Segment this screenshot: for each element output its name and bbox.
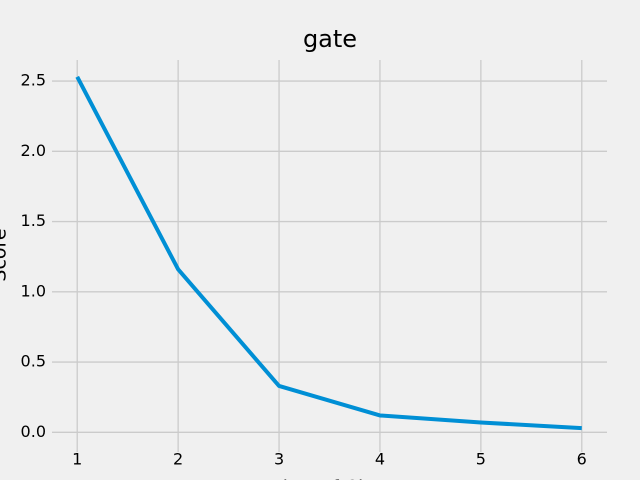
x-tick-label: 3 — [274, 450, 284, 469]
y-tick-label: 0.5 — [21, 352, 46, 371]
y-axis-label: Score — [0, 228, 11, 281]
y-tick-label: 2.0 — [21, 141, 46, 160]
x-axis-label: Number of Clusters — [238, 477, 422, 480]
chart-title: gate — [303, 25, 357, 53]
x-tick-label: 1 — [72, 450, 82, 469]
y-tick-label: 2.5 — [21, 71, 46, 90]
y-tick-label: 0.0 — [21, 422, 46, 441]
x-tick-label: 4 — [375, 450, 385, 469]
line — [75, 75, 582, 431]
y-tick-label: 1.5 — [21, 211, 46, 230]
x-tick-label: 2 — [173, 450, 183, 469]
x-tick-label: 6 — [577, 450, 587, 469]
x-tick-label: 5 — [476, 450, 486, 469]
y-tick-label: 1.0 — [21, 281, 46, 300]
